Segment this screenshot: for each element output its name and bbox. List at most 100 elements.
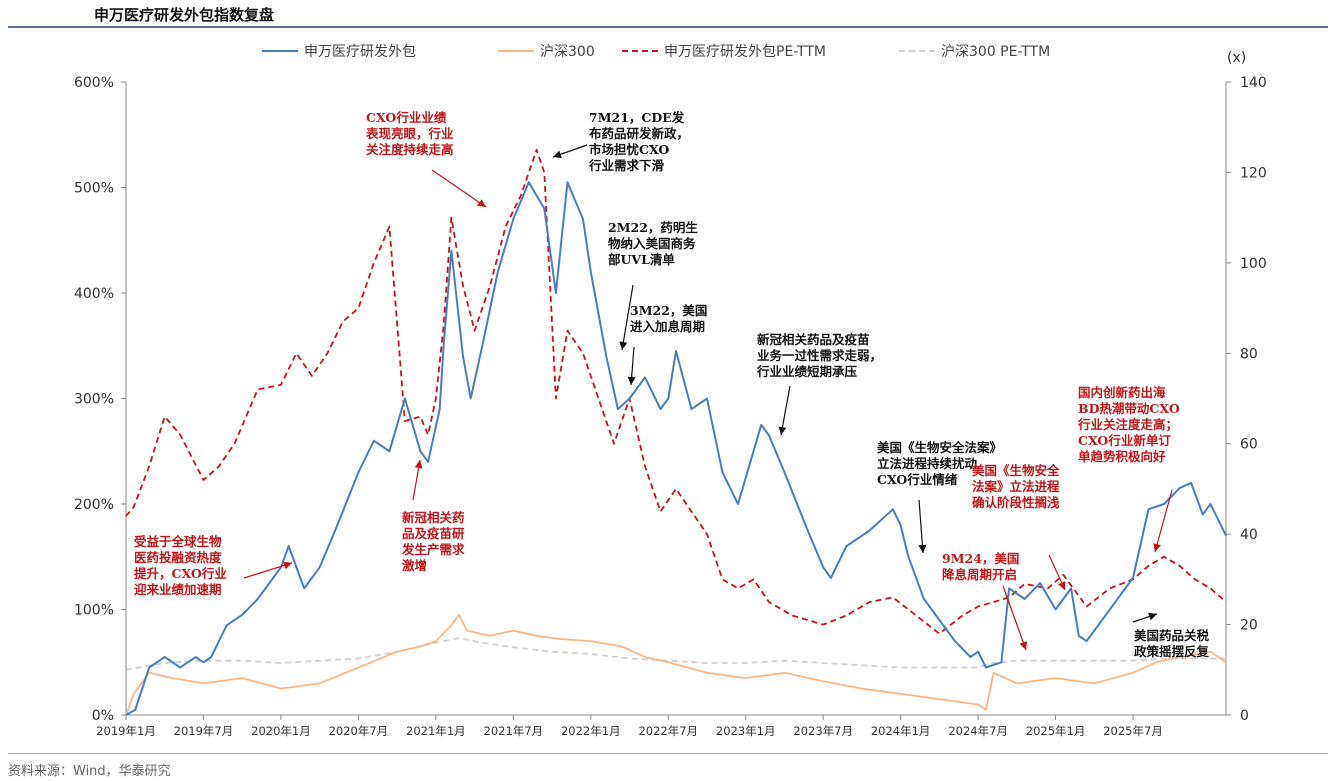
y-right-tick-label: 0 (1240, 708, 1249, 724)
annotation-arrow-line (1154, 489, 1173, 553)
annotation-arrow-line (431, 169, 487, 208)
x-tick-label: 2021年1月 (406, 724, 466, 738)
annotation-line: 关注度持续走高 (366, 142, 454, 157)
annotation-arrow-head (1148, 612, 1157, 621)
x-tick-label: 2021年7月 (484, 724, 544, 738)
x-tick-label: 2024年1月 (871, 724, 931, 738)
y-right-tick-label: 120 (1240, 165, 1267, 181)
annotation-line: 物纳入美国商务 (608, 236, 696, 251)
legend-label: 沪深300 PE-TTM (941, 44, 1050, 60)
annotation-line: 品及疫苗研 (402, 526, 465, 541)
annotation-arrow-head (414, 460, 423, 469)
annotation-line: 9M24，美国 (942, 551, 1019, 566)
annotation-line: 美国药品关税 (1134, 628, 1210, 643)
x-tick-label: 2023年1月 (716, 724, 776, 738)
annotation-line: 降息周期开启 (942, 567, 1017, 582)
y-right-tick-label: 80 (1240, 346, 1258, 362)
annotation-line: 确认阶段性搁浅 (972, 495, 1060, 510)
y-left-tick-label: 500% (74, 181, 114, 197)
x-tick-label: 2024年7月 (948, 724, 1008, 738)
annotation-arrow-line (621, 284, 634, 351)
x-tick-label: 2019年1月 (96, 724, 156, 738)
annotation-line: 单趋势积极向好 (1078, 449, 1166, 464)
y-left-tick-label: 300% (74, 392, 114, 408)
annotation-line: 进入加息周期 (630, 319, 705, 334)
y-left-tick-label: 0% (92, 708, 114, 724)
annotation-line: 行业业绩短期承压 (756, 364, 858, 379)
bottom-rule (8, 753, 1328, 754)
annotation-line: 2M22，药明生 (608, 220, 698, 235)
legend-label: 申万医疗研发外包 (304, 44, 416, 60)
annotation-line: 法案》立法进程 (972, 479, 1060, 494)
annotation-line: CXO行业情绪 (877, 472, 958, 487)
annotation-arrow-head (283, 561, 292, 570)
annotation-line: 提升，CXO行业 (134, 566, 227, 581)
x-tick-label: 2025年7月 (1103, 724, 1163, 738)
annotation-arrow-head (553, 150, 562, 159)
annotation-arrow-head (778, 426, 787, 435)
x-tick-label: 2019年7月 (174, 724, 234, 738)
x-tick-label: 2020年1月 (251, 724, 311, 738)
annotation-line: 立法进程持续扰动 (877, 456, 978, 471)
series-line-0 (125, 181, 1227, 716)
annotation-line: 市场担忧CXO (589, 142, 669, 157)
annotation-arrow-line (243, 562, 293, 579)
axes: 0% 100% 200% 300% 400% 500% 600% 0 20 40 60 80 100 12… (74, 50, 1267, 738)
y-right-tick-label: 40 (1240, 527, 1258, 543)
y-right-tick-label: 100 (1240, 256, 1267, 272)
y-right-tick-label: 60 (1240, 437, 1258, 453)
chart-title: 申万医疗研发外包指数复盘 (94, 6, 275, 24)
x-tick-label: 2025年1月 (1026, 724, 1086, 738)
legend-label: 申万医疗研发外包PE-TTM (664, 44, 826, 60)
annotation-line: 行业需求下滑 (588, 158, 665, 173)
annotation-arrow-line (780, 385, 791, 436)
annotation-line: CXO行业业绩 (366, 110, 447, 125)
annotation-line: 美国《生物安全 (972, 463, 1060, 478)
annotation-line: CXO行业新单订 (1078, 433, 1171, 448)
y-right-tick-label: 20 (1240, 618, 1258, 634)
series-layer (125, 148, 1227, 716)
annotation-line: 政策摇摆反复 (1134, 644, 1210, 659)
annotation-line: 国内创新药出海 (1078, 385, 1166, 400)
y-left-tick-label: 100% (74, 603, 114, 619)
source-note: 资料来源：Wind，华泰研究 (8, 764, 171, 779)
annotation-line: 迎来业绩加速期 (134, 582, 222, 597)
annotation-line: 发生产需求 (401, 542, 465, 557)
annotation-arrow-head (1153, 543, 1161, 552)
annotation-line: 7M21，CDE发 (589, 110, 685, 125)
annotation-line: 新冠相关药 (402, 510, 465, 525)
annotation-line: 新冠相关药品及疫苗 (757, 332, 870, 347)
y-right-tick-label: 140 (1240, 75, 1267, 91)
annotation-arrow-head (1058, 581, 1066, 590)
annotation-line: 受益于全球生物 (134, 534, 222, 549)
annotation-line: 3M22，美国 (630, 303, 707, 318)
series-line-1 (125, 613, 1227, 716)
legend-label: 沪深300 (540, 44, 595, 60)
y-left-tick-label: 200% (74, 497, 114, 513)
annotation-line: 激增 (402, 558, 427, 573)
annotation-arrow-head (1019, 641, 1028, 650)
annotation-arrow-line (918, 499, 924, 554)
annotation-line: 部UVL清单 (608, 252, 675, 267)
annotation-arrow-line (1002, 585, 1027, 651)
x-tick-label: 2022年1月 (561, 724, 621, 738)
y-right-unit: (x) (1227, 50, 1246, 66)
annotation-line: 美国《生物安全法案》 (877, 440, 1002, 455)
annotation-arrow-head (918, 544, 927, 553)
y-left-tick-label: 600% (74, 75, 114, 91)
annotation-arrow-head (627, 376, 636, 385)
x-tick-label: 2023年7月 (793, 724, 853, 738)
